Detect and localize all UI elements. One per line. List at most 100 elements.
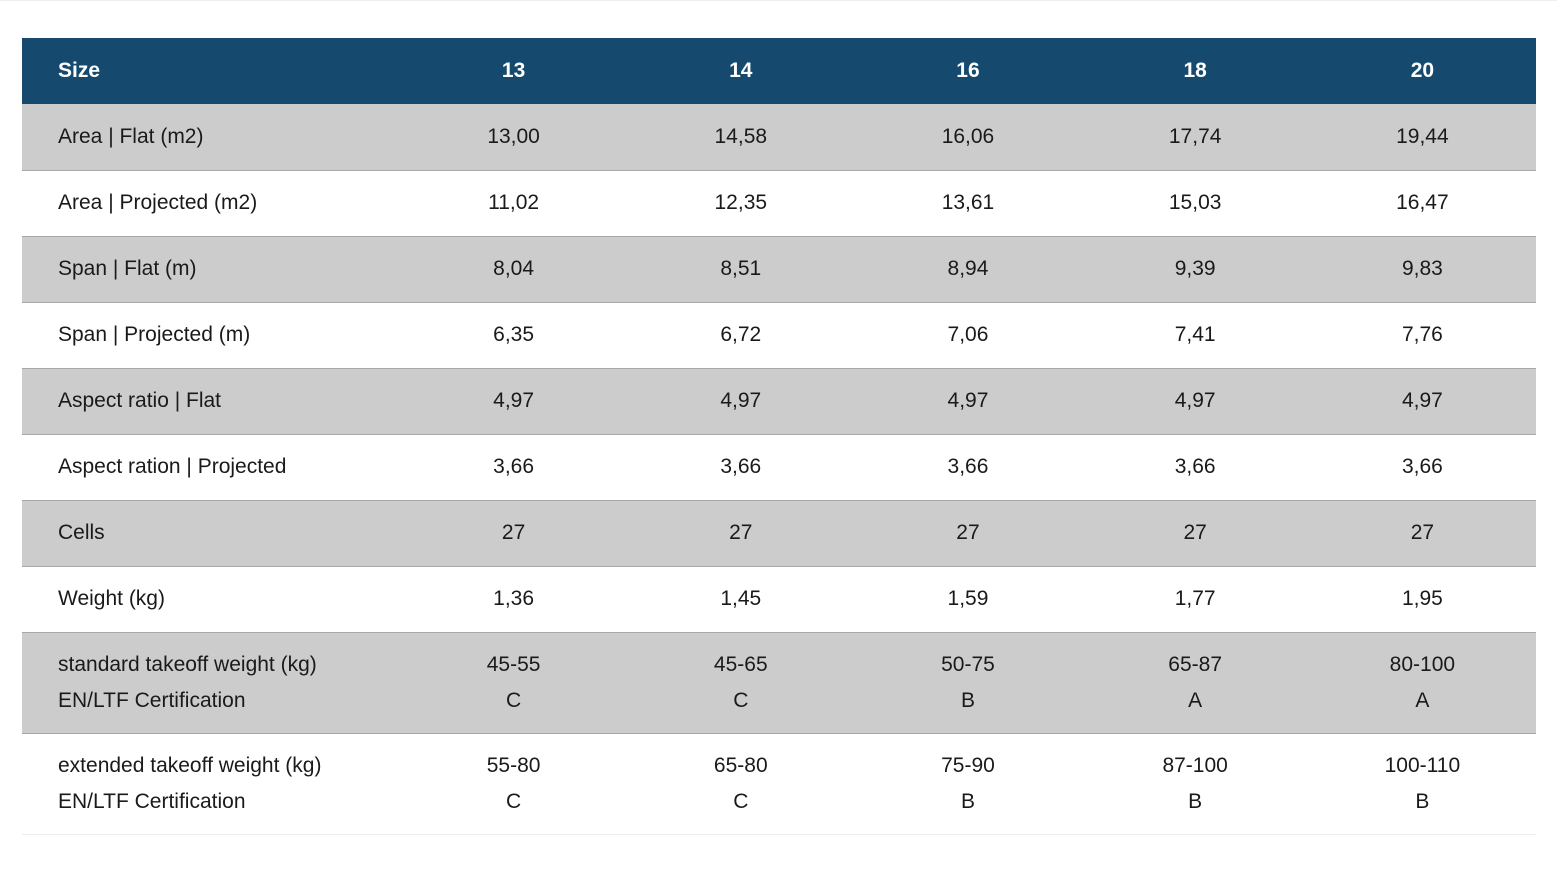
table-cell: 4,97 — [1401, 389, 1443, 412]
header-size-20: 20 — [1410, 59, 1435, 82]
table-cell: 9,83 — [1401, 257, 1443, 280]
table-row-span-projected: Span | Projected (m) 6,35 6,72 7,06 7,41… — [22, 302, 1536, 368]
table-cell: 27 — [956, 521, 980, 544]
extended-cert-label: EN/LTF Certification — [58, 789, 246, 813]
table-cell: 3,66 — [1401, 455, 1443, 478]
table-cell: 6,35 — [493, 323, 535, 346]
table-cell: 1,45 — [720, 587, 762, 610]
row-label: standard takeoff weight (kg) EN/LTF Cert… — [22, 632, 400, 733]
cert-class: A — [1415, 688, 1430, 712]
table-cell: 1,36 — [493, 587, 535, 610]
table-cell: 3,66 — [1174, 455, 1216, 478]
cert-class: C — [506, 688, 522, 712]
header-size-18: 18 — [1183, 59, 1207, 82]
table-cell: 9,39 — [1174, 257, 1216, 280]
cert-class: B — [960, 688, 975, 712]
cert-class: A — [1188, 688, 1203, 712]
table-cell: 13,00 — [487, 124, 540, 148]
weight-range: 80-100 — [1389, 652, 1456, 676]
table-cell: 65-80 C — [627, 733, 854, 834]
cert-class: C — [733, 688, 749, 712]
table-row-area-projected: Area | Projected (m2) 11,02 12,35 13,61 … — [22, 170, 1536, 236]
weight-range: 65-80 — [713, 753, 768, 777]
table-cell: 4,97 — [493, 389, 535, 412]
extended-weight-label: extended takeoff weight (kg) — [58, 753, 322, 777]
table-cell: 6,72 — [720, 323, 762, 346]
row-label: extended takeoff weight (kg) EN/LTF Cert… — [22, 733, 400, 834]
header-size-13: 13 — [501, 59, 526, 82]
table-cell: 50-75 B — [854, 632, 1081, 733]
row-label: Weight (kg) — [58, 587, 165, 610]
standard-cert-label: EN/LTF Certification — [58, 688, 246, 712]
table-cell: 27 — [1183, 521, 1207, 544]
table-row-cells: Cells 27 27 27 27 27 — [22, 500, 1536, 566]
table-cell: 3,66 — [947, 455, 989, 478]
table-cell: 27 — [501, 521, 526, 544]
table-cell: 15,03 — [1168, 191, 1222, 214]
row-label: Area | Flat (m2) — [58, 124, 204, 148]
table-row-weight: Weight (kg) 1,36 1,45 1,59 1,77 1,95 — [22, 566, 1536, 632]
specifications-table: Size 13 14 16 18 20 Area | Flat (m2) 13,… — [22, 38, 1536, 835]
weight-range: 100-110 — [1384, 753, 1461, 777]
cert-class: C — [506, 789, 522, 813]
header-size-label: Size — [58, 59, 101, 82]
table-row-area-flat: Area | Flat (m2) 13,00 14,58 16,06 17,74… — [22, 104, 1536, 170]
table-header-row: Size 13 14 16 18 20 — [22, 38, 1536, 104]
table-cell: 55-80 C — [400, 733, 627, 834]
table-cell: 16,06 — [941, 124, 995, 148]
table-row-span-flat: Span | Flat (m) 8,04 8,51 8,94 9,39 9,83 — [22, 236, 1536, 302]
table-cell: 8,04 — [493, 257, 535, 280]
cert-class: C — [733, 789, 749, 813]
weight-range: 50-75 — [941, 652, 995, 676]
table-cell: 45-65 C — [627, 632, 854, 733]
table-cell: 19,44 — [1396, 124, 1449, 148]
table-cell: 14,58 — [714, 124, 768, 148]
weight-range: 55-80 — [486, 753, 541, 777]
table-cell: 17,74 — [1168, 124, 1222, 148]
table-row-aspect-ratio-projected: Aspect ration | Projected 3,66 3,66 3,66… — [22, 434, 1536, 500]
table-cell: 12,35 — [714, 191, 768, 214]
table-cell: 7,06 — [947, 323, 989, 346]
table-cell: 87-100 B — [1082, 733, 1309, 834]
table-cell: 75-90 B — [854, 733, 1081, 834]
table-cell: 8,94 — [947, 257, 989, 280]
table-cell: 4,97 — [720, 389, 762, 412]
table-cell: 11,02 — [488, 191, 540, 214]
weight-range: 45-65 — [713, 652, 768, 676]
top-divider — [0, 0, 1557, 1]
table-row-standard-takeoff: standard takeoff weight (kg) EN/LTF Cert… — [22, 632, 1536, 733]
table-cell: 100-110 B — [1309, 733, 1536, 834]
weight-range: 65-87 — [1168, 652, 1223, 676]
row-label: Span | Flat (m) — [58, 257, 197, 280]
table-cell: 1,77 — [1174, 587, 1216, 610]
table-cell: 45-55 C — [400, 632, 627, 733]
cert-class: B — [960, 789, 975, 813]
table-cell: 13,61 — [941, 191, 995, 214]
table-cell: 4,97 — [947, 389, 989, 412]
table-cell: 8,51 — [720, 257, 762, 280]
table-cell: 7,76 — [1401, 323, 1443, 346]
table-cell: 65-87 A — [1082, 632, 1309, 733]
row-label: Area | Projected (m2) — [58, 191, 258, 214]
table-cell: 4,97 — [1174, 389, 1216, 412]
cert-class: B — [1415, 789, 1430, 813]
weight-range: 75-90 — [941, 753, 995, 777]
table-cell: 27 — [1410, 521, 1435, 544]
table-cell: 1,95 — [1401, 587, 1443, 610]
table-cell: 27 — [729, 521, 753, 544]
table-cell: 3,66 — [493, 455, 535, 478]
row-label: Cells — [58, 521, 105, 544]
header-size-16: 16 — [956, 59, 980, 82]
table-row-aspect-ratio-flat: Aspect ratio | Flat 4,97 4,97 4,97 4,97 … — [22, 368, 1536, 434]
weight-range: 45-55 — [486, 652, 541, 676]
table-row-extended-takeoff: extended takeoff weight (kg) EN/LTF Cert… — [22, 733, 1536, 834]
table-cell: 7,41 — [1174, 323, 1216, 346]
row-label: Span | Projected (m) — [58, 323, 251, 346]
header-size-14: 14 — [729, 59, 753, 82]
cert-class: B — [1188, 789, 1203, 813]
table-cell: 80-100 A — [1309, 632, 1536, 733]
table-cell: 16,47 — [1396, 191, 1449, 214]
standard-weight-label: standard takeoff weight (kg) — [58, 652, 317, 676]
table-cell: 3,66 — [720, 455, 762, 478]
